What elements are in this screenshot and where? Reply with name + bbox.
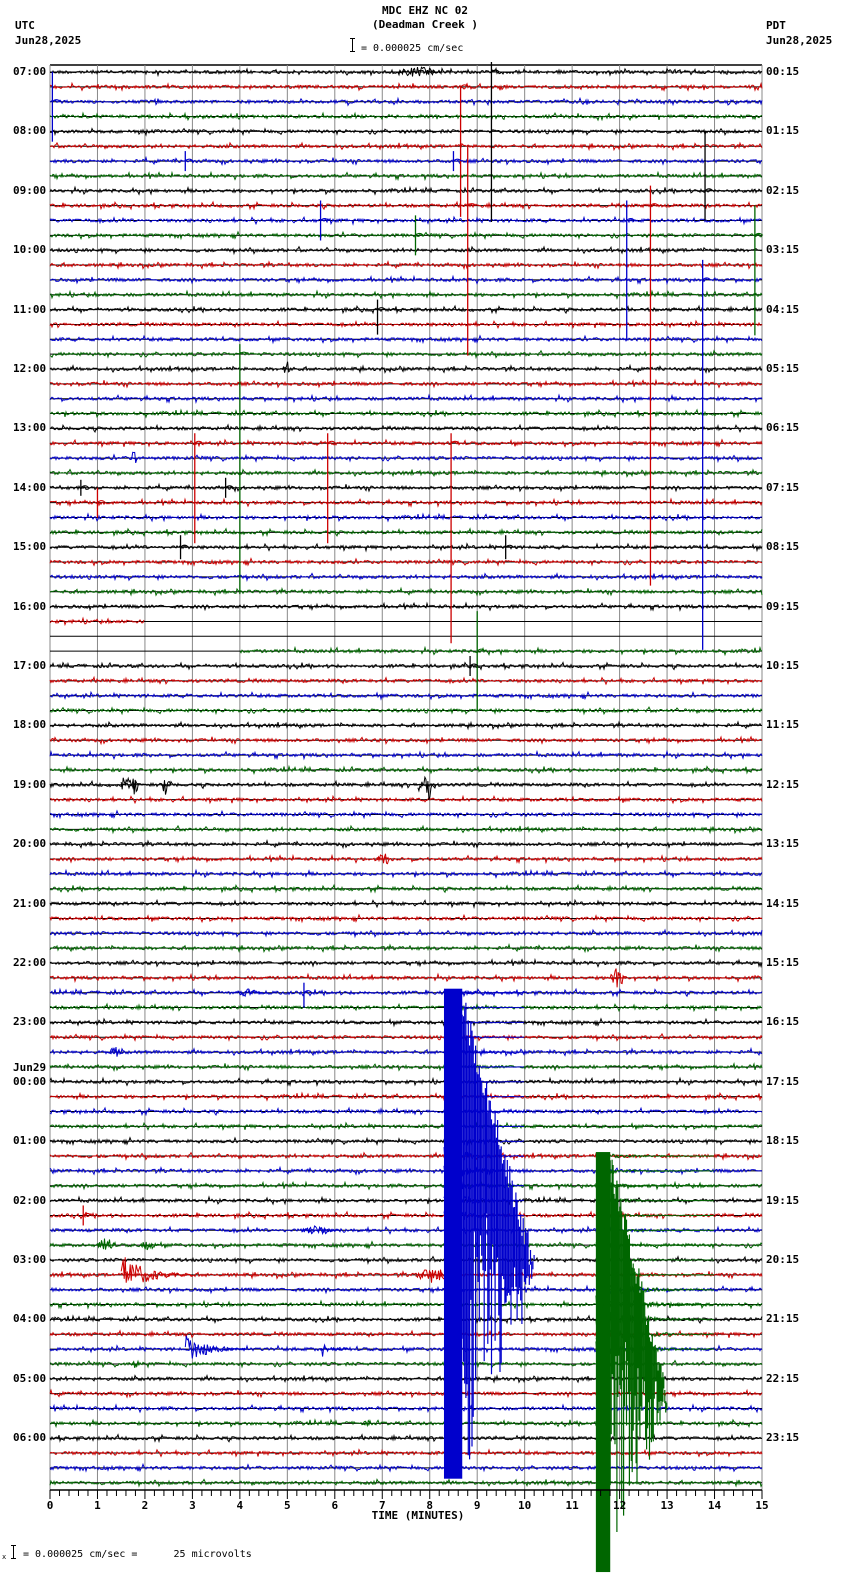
x-tick-label: 0: [46, 1499, 54, 1512]
x-tick-label: 10: [518, 1499, 532, 1512]
x-tick-label: 9: [473, 1499, 481, 1512]
pdt-hour-label: 19:15: [766, 1193, 800, 1207]
utc-hour-label: 09:00: [13, 183, 47, 197]
pdt-hour-label: 09:15: [766, 599, 800, 613]
footer-scale-mark: x: [2, 1553, 7, 1561]
x-tick-label: 2: [141, 1499, 149, 1512]
utc-hour-label: 12:00: [13, 362, 47, 375]
utc-hour-label: 05:00: [13, 1371, 47, 1385]
pdt-hour-label: 16:15: [766, 1015, 800, 1029]
utc-hour-label: 22:00: [13, 956, 47, 969]
utc-hour-label: 10:00: [13, 243, 47, 257]
x-tick-label: 7: [378, 1499, 386, 1512]
pdt-hour-label: 20:15: [766, 1253, 800, 1266]
header-left-date: Jun28,2025: [15, 34, 82, 47]
utc-hour-label: 00:00: [13, 1074, 47, 1088]
pdt-hour-label: 00:15: [766, 65, 800, 78]
utc-hour-label: 03:00: [13, 1253, 47, 1266]
x-tick-label: 13: [660, 1499, 674, 1512]
utc-hour-label: 11:00: [13, 302, 47, 316]
utc-hour-label: 07:00: [13, 65, 47, 78]
scale-bar-cap-bottom: [350, 51, 355, 52]
header-right-tz: PDT: [766, 19, 786, 32]
x-tick-label: 11: [565, 1499, 579, 1512]
x-tick-label: 6: [331, 1499, 339, 1512]
pdt-hour-label: 18:15: [766, 1134, 800, 1148]
pdt-hour-label: 12:15: [766, 777, 800, 791]
pdt-hour-label: 01:15: [766, 124, 800, 138]
x-tick-label: 5: [284, 1499, 291, 1512]
date-change-label: Jun29: [13, 1060, 47, 1074]
pdt-hour-label: 03:15: [766, 243, 800, 257]
pdt-hour-label: 21:15: [766, 1312, 800, 1326]
x-tick-label: 3: [189, 1499, 196, 1512]
footer-scale-cap-bottom: [11, 1558, 16, 1559]
pdt-hour-label: 07:15: [766, 480, 800, 494]
pdt-hour-label: 10:15: [766, 659, 800, 672]
utc-hour-label: 04:00: [13, 1312, 47, 1326]
utc-hour-label: 01:00: [13, 1134, 47, 1148]
pdt-hour-label: 08:15: [766, 540, 800, 554]
header-station: MDC EHZ NC 02: [381, 4, 469, 17]
footer-scale-cap: [11, 1545, 16, 1546]
header-location: (Deadman Creek ): [372, 18, 478, 31]
pdt-hour-label: 17:15: [766, 1074, 800, 1088]
pdt-hour-label: 04:15: [766, 302, 800, 316]
pdt-hour-label: 06:15: [766, 421, 800, 435]
x-tick-label: 12: [612, 1499, 627, 1512]
pdt-hour-label: 13:15: [766, 837, 800, 851]
pdt-hour-label: 14:15: [766, 896, 800, 910]
pdt-hour-label: 11:15: [766, 718, 800, 732]
header-right-date: Jun28,2025: [766, 34, 833, 47]
utc-hour-label: 16:00: [13, 599, 47, 613]
pdt-hour-label: 22:15: [766, 1371, 800, 1385]
utc-hour-label: 08:00: [13, 124, 47, 138]
pdt-hour-label: 05:15: [766, 362, 800, 375]
x-tick-label: 4: [236, 1499, 244, 1512]
utc-hour-label: 06:00: [13, 1431, 47, 1445]
pdt-hour-label: 15:15: [766, 956, 800, 969]
utc-hour-label: 18:00: [13, 718, 47, 732]
footer-scale-bar-icon: [13, 1545, 14, 1559]
scale-bar-cap-top: [350, 38, 355, 39]
scale-bar-icon: [352, 38, 353, 52]
utc-hour-label: 14:00: [13, 480, 47, 494]
footer-scale-note: = 0.000025 cm/sec = 25 microvolts: [23, 1549, 252, 1560]
x-tick-label: 8: [426, 1499, 434, 1512]
x-tick-label: 1: [94, 1499, 101, 1512]
header-scale-text: = 0.000025 cm/sec: [361, 43, 464, 54]
x-tick-label: 14: [707, 1499, 722, 1512]
utc-hour-label: 15:00: [13, 540, 47, 554]
utc-hour-label: 23:00: [13, 1015, 47, 1029]
x-axis-title: TIME (MINUTES): [371, 1509, 465, 1522]
x-tick-label: 15: [755, 1499, 769, 1512]
pdt-hour-label: 02:15: [766, 183, 800, 197]
header-left-tz: UTC: [15, 19, 35, 32]
utc-hour-label: 21:00: [13, 896, 47, 910]
utc-hour-label: 17:00: [13, 659, 47, 672]
utc-hour-label: 13:00: [13, 421, 47, 435]
utc-hour-label: 20:00: [13, 837, 47, 851]
pdt-hour-label: 23:15: [766, 1431, 800, 1445]
utc-hour-label: 19:00: [13, 777, 47, 791]
utc-hour-label: 02:00: [13, 1193, 47, 1207]
